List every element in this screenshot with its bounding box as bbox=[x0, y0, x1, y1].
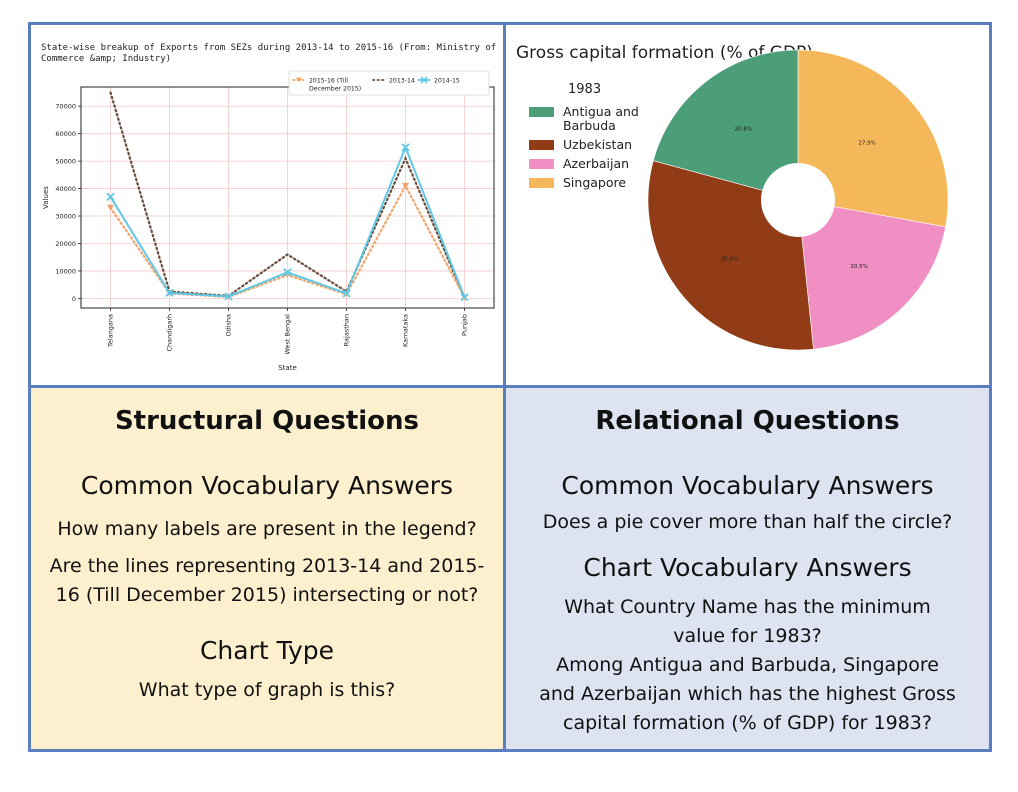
y-tick-label: 0 bbox=[72, 295, 76, 303]
line-chart: State-wise breakup of Exports from SEZs … bbox=[41, 43, 496, 372]
pie-slice-label: 27.9% bbox=[858, 140, 875, 146]
horizontal-divider bbox=[28, 385, 992, 388]
question-pie-half: Does a pie cover more than half the circ… bbox=[542, 511, 953, 533]
question-minimum-value: What Country Name has the minimum value … bbox=[514, 593, 981, 651]
question-lines-intersect-line2: 16 (Till December 2015) intersecting or … bbox=[55, 584, 479, 606]
relational-questions-panel: Relational Questions Common Vocabulary A… bbox=[506, 388, 989, 749]
x-tick-label: West Bengal bbox=[284, 314, 292, 355]
y-tick-label: 70000 bbox=[55, 103, 76, 111]
y-tick-label: 50000 bbox=[55, 158, 76, 166]
pie-chart-panel: Gross capital formation (% of GDP) 27.9% 2… bbox=[506, 25, 989, 385]
question-highest-value-line1: Among Antigua and Barbuda, Singapore bbox=[556, 654, 939, 676]
chart-type-heading: Chart Type bbox=[199, 636, 335, 665]
data-point-stroke bbox=[401, 143, 410, 152]
structural-heading: Structural Questions bbox=[114, 406, 420, 436]
y-tick-label: 40000 bbox=[55, 185, 76, 193]
pie-legend-label: Uzbekistan bbox=[563, 137, 632, 152]
data-point-stroke bbox=[342, 289, 351, 298]
structural-common-vocab-heading: Common Vocabulary Answers bbox=[80, 471, 454, 500]
pie-legend-label: Antigua and bbox=[563, 104, 639, 119]
line-chart-title-line: State-wise breakup of Exports from SEZs … bbox=[41, 43, 496, 53]
y-tick-label: 20000 bbox=[55, 240, 76, 248]
question-highest-value-line2: and Azerbaijan which has the highest Gro… bbox=[539, 683, 956, 705]
question-minimum-value-line2: value for 1983? bbox=[673, 625, 822, 647]
line-chart-panel: State-wise breakup of Exports from SEZs … bbox=[31, 25, 503, 385]
pie-legend-swatch bbox=[529, 107, 554, 117]
data-point-stroke bbox=[283, 268, 292, 277]
pie-legend-swatch bbox=[529, 140, 554, 150]
data-point-stroke bbox=[165, 288, 174, 298]
data-point-stroke bbox=[106, 192, 115, 201]
question-lines-intersect: Are the lines representing 2013-14 and 2… bbox=[39, 552, 495, 610]
pie-legend-label: Singapore bbox=[563, 175, 626, 190]
y-tick-label: 30000 bbox=[55, 213, 76, 221]
legend-marker bbox=[296, 77, 302, 83]
pie-slice bbox=[797, 199, 946, 350]
legend-label: 2014-15 bbox=[434, 78, 460, 85]
x-tick-label: Punjab bbox=[461, 314, 469, 336]
pie-slice bbox=[797, 49, 949, 228]
question-lines-intersect-line1: Are the lines representing 2013-14 and 2… bbox=[49, 555, 485, 577]
data-point bbox=[107, 204, 114, 211]
x-axis-label: State bbox=[278, 364, 297, 372]
y-tick-label: 10000 bbox=[55, 267, 76, 275]
legend-marker bbox=[420, 76, 428, 84]
data-point bbox=[460, 293, 469, 302]
data-point bbox=[224, 292, 233, 301]
x-tick-label: Karnataka bbox=[402, 314, 410, 347]
pie-legend-title: 1983 bbox=[568, 82, 601, 97]
legend-label: December 2015) bbox=[309, 86, 361, 93]
legend-label: 2015-16 (Till bbox=[309, 78, 348, 85]
pie-slice-label: 30.9% bbox=[721, 256, 738, 262]
chart-vocab-heading: Chart Vocabulary Answers bbox=[583, 553, 912, 582]
data-point bbox=[401, 143, 410, 152]
data-point bbox=[402, 182, 409, 189]
x-tick-label: Odisha bbox=[225, 314, 233, 337]
data-point bbox=[342, 289, 351, 298]
question-highest-value: Among Antigua and Barbuda, Singapore and… bbox=[514, 651, 981, 738]
data-point bbox=[283, 268, 292, 277]
pie-legend-label: Azerbaijan bbox=[563, 156, 629, 171]
question-legend-labels: How many labels are present in the legen… bbox=[57, 518, 477, 540]
relational-common-vocab-heading: Common Vocabulary Answers bbox=[561, 471, 934, 500]
x-tick-label: Rajasthan bbox=[343, 314, 351, 346]
relational-heading: Relational Questions bbox=[595, 406, 900, 436]
structural-questions-panel: Structural Questions Common Vocabulary A… bbox=[31, 388, 503, 749]
data-point-stroke bbox=[224, 292, 233, 301]
pie-chart-title: Gross capital formation (% of GDP) bbox=[516, 43, 813, 63]
legend-label: 2013-14 bbox=[389, 78, 415, 85]
donut-hole bbox=[761, 163, 835, 237]
data-point-stroke bbox=[460, 293, 469, 302]
question-highest-value-line3: capital formation (% of GDP) for 1983? bbox=[563, 712, 932, 734]
legend-box bbox=[288, 70, 490, 96]
y-axis-label: Values bbox=[42, 186, 50, 209]
pie-slice bbox=[652, 49, 799, 201]
question-graph-type: What type of graph is this? bbox=[138, 679, 396, 701]
data-point bbox=[165, 288, 174, 298]
data-point bbox=[106, 192, 115, 201]
pie-slice-label: 20.5% bbox=[850, 264, 867, 270]
question-minimum-value-line1: What Country Name has the minimum bbox=[564, 596, 931, 618]
y-tick-label: 60000 bbox=[55, 130, 76, 138]
x-tick-label: Chandigarh bbox=[166, 314, 174, 351]
pie-legend-swatch bbox=[529, 178, 554, 188]
pie-slice-label: 20.8% bbox=[735, 127, 752, 133]
line-chart-title-line: Commerce &amp; Industry) bbox=[41, 54, 171, 64]
pie-chart: Gross capital formation (% of GDP) 27.9% 2… bbox=[516, 43, 949, 351]
pie-legend-swatch bbox=[529, 159, 554, 169]
pie-legend-label: Barbuda bbox=[563, 118, 616, 133]
x-tick-label: Telangana bbox=[107, 314, 115, 348]
